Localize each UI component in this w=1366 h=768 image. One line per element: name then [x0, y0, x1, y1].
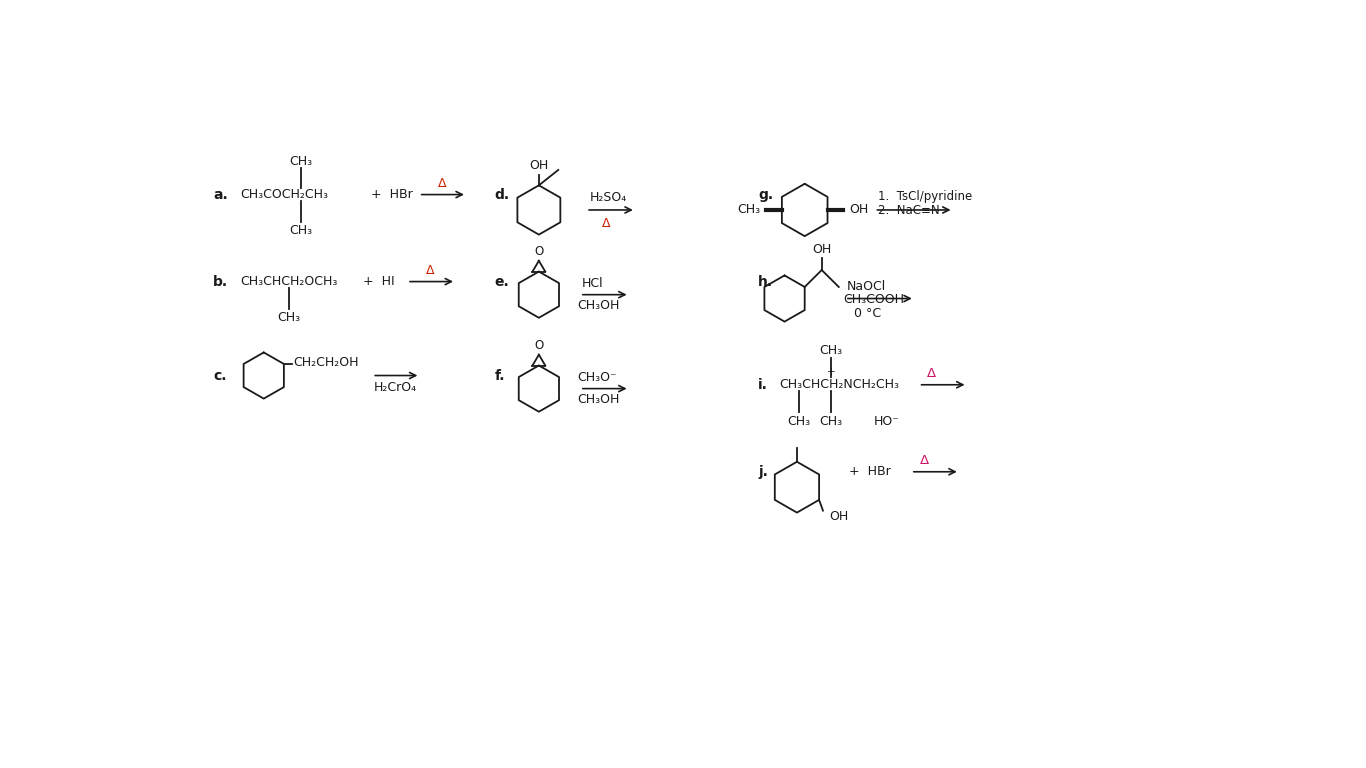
Text: i.: i. — [758, 378, 768, 392]
Text: OH: OH — [813, 243, 832, 256]
Text: OH: OH — [529, 159, 549, 172]
Text: h.: h. — [758, 275, 773, 289]
Text: Δ: Δ — [928, 367, 936, 380]
Text: d.: d. — [494, 187, 510, 201]
Text: f.: f. — [494, 369, 505, 382]
Text: g.: g. — [758, 187, 773, 201]
Text: CH₃: CH₃ — [277, 311, 301, 324]
Text: CH₃: CH₃ — [738, 204, 761, 217]
Text: 2.  NaC≡N: 2. NaC≡N — [877, 204, 940, 217]
Text: O: O — [534, 339, 544, 353]
Text: +  HI: + HI — [363, 275, 395, 288]
Text: +  HBr: + HBr — [848, 465, 891, 478]
Text: CH₃: CH₃ — [787, 415, 810, 429]
Text: Δ: Δ — [602, 217, 611, 230]
Text: HCl: HCl — [582, 276, 604, 290]
Text: HO⁻: HO⁻ — [874, 415, 900, 429]
Text: CH₃: CH₃ — [820, 344, 843, 357]
Text: b.: b. — [213, 275, 228, 289]
Text: CH₃: CH₃ — [290, 224, 313, 237]
Text: CH₃: CH₃ — [820, 415, 843, 429]
Text: O: O — [534, 246, 544, 258]
Text: CH₃COOH: CH₃COOH — [843, 293, 904, 306]
Text: 1.  TsCl/pyridine: 1. TsCl/pyridine — [877, 190, 971, 203]
Text: Δ: Δ — [437, 177, 447, 190]
Text: e.: e. — [494, 275, 510, 289]
Text: CH₂CH₂OH: CH₂CH₂OH — [294, 356, 359, 369]
Text: H₂SO₄: H₂SO₄ — [589, 191, 627, 204]
Text: OH: OH — [829, 510, 848, 523]
Text: 0 °C: 0 °C — [854, 306, 881, 319]
Text: CH₃OH: CH₃OH — [578, 393, 620, 406]
Text: NaOCl: NaOCl — [847, 280, 885, 293]
Text: c.: c. — [213, 369, 227, 382]
Text: j.: j. — [758, 465, 768, 478]
Text: CH₃O⁻: CH₃O⁻ — [578, 370, 617, 383]
Text: Δ: Δ — [426, 264, 434, 277]
Text: +  HBr: + HBr — [370, 188, 413, 201]
Text: CH₃CHCH₂OCH₃: CH₃CHCH₂OCH₃ — [240, 275, 337, 288]
Text: a.: a. — [213, 187, 228, 201]
Text: OH: OH — [850, 204, 869, 217]
Text: CH₃: CH₃ — [290, 155, 313, 168]
Text: H₂CrO₄: H₂CrO₄ — [374, 382, 417, 394]
Text: CH₃COCH₂CH₃: CH₃COCH₂CH₃ — [240, 188, 328, 201]
Text: CH₃CHCH₂NCH₂CH₃: CH₃CHCH₂NCH₂CH₃ — [779, 379, 899, 391]
Text: +: + — [826, 367, 836, 377]
Text: Δ: Δ — [921, 455, 929, 468]
Text: CH₃OH: CH₃OH — [578, 299, 620, 312]
